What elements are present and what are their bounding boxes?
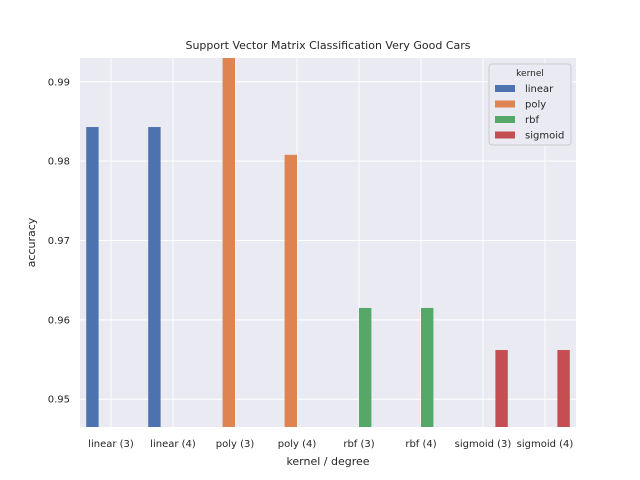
x-tick-label: poly (4) bbox=[278, 439, 317, 450]
y-tick-label: 0.99 bbox=[48, 77, 70, 88]
bar-linear bbox=[148, 127, 161, 428]
legend-title: kernel bbox=[516, 69, 544, 79]
bars bbox=[86, 58, 570, 428]
legend-box bbox=[488, 63, 572, 146]
bar-rbf bbox=[421, 307, 434, 427]
legend-swatch-rbf bbox=[495, 116, 515, 123]
y-axis-ticks: 0.95 0.96 0.97 0.98 0.99 bbox=[48, 77, 70, 405]
y-tick-label: 0.98 bbox=[48, 157, 70, 168]
chart-title: Support Vector Matrix Classification Ver… bbox=[185, 39, 470, 52]
bar-rbf bbox=[359, 307, 372, 427]
x-tick-label: sigmoid (4) bbox=[517, 439, 574, 450]
legend-swatch-linear bbox=[495, 85, 515, 92]
legend-label-poly: poly bbox=[525, 100, 546, 111]
legend-label-sigmoid: sigmoid bbox=[525, 131, 564, 142]
bar-sigmoid bbox=[495, 350, 508, 427]
y-tick-label: 0.95 bbox=[48, 395, 70, 406]
y-tick-label: 0.96 bbox=[48, 315, 70, 326]
x-tick-label: sigmoid (3) bbox=[455, 439, 512, 450]
legend-swatch-sigmoid bbox=[495, 131, 515, 139]
x-tick-label: rbf (3) bbox=[343, 439, 374, 450]
x-tick-label: rbf (4) bbox=[405, 439, 436, 450]
y-axis-label: accuracy bbox=[25, 217, 38, 267]
bar-linear bbox=[86, 127, 99, 428]
x-tick-label: linear (4) bbox=[150, 439, 196, 450]
legend: kernel linear poly rbf sigmoid bbox=[488, 63, 572, 146]
bar-poly bbox=[284, 154, 297, 427]
x-tick-label: poly (3) bbox=[216, 439, 255, 450]
legend-swatch-poly bbox=[495, 100, 515, 108]
legend-label-rbf: rbf bbox=[525, 115, 539, 126]
bar-sigmoid bbox=[557, 350, 570, 427]
y-tick-label: 0.97 bbox=[48, 236, 70, 247]
legend-label-linear: linear bbox=[525, 84, 554, 95]
bar-poly bbox=[222, 58, 235, 427]
x-tick-label: linear (3) bbox=[88, 439, 134, 450]
x-axis-label: kernel / degree bbox=[286, 455, 369, 468]
x-axis-ticks: linear (3) linear (4) poly (3) poly (4) rbf … bbox=[88, 439, 573, 450]
